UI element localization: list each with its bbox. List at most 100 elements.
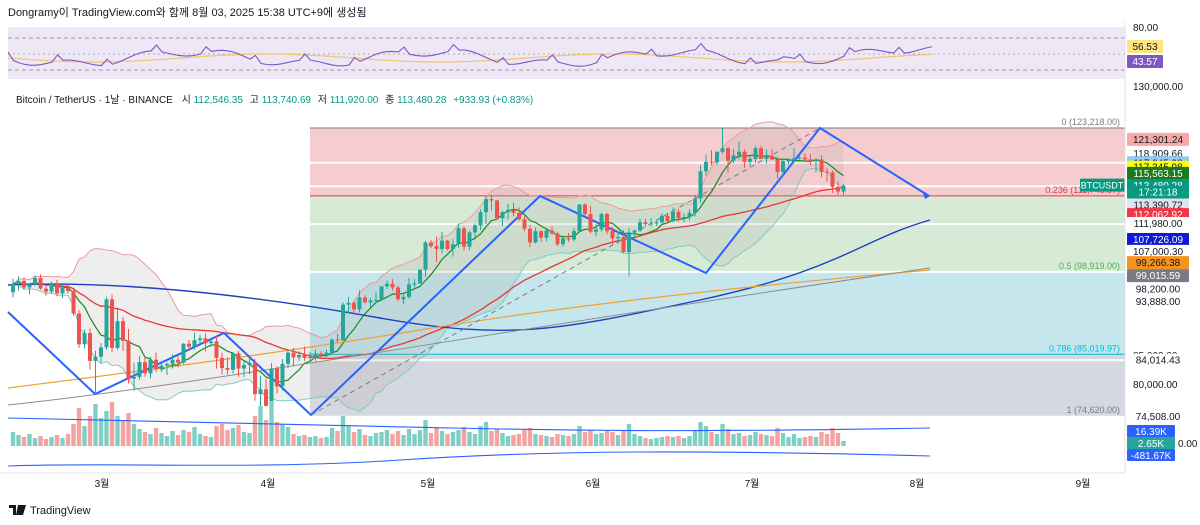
candle-body[interactable] [423, 242, 428, 270]
candle-body[interactable] [489, 199, 494, 201]
candle-body[interactable] [753, 148, 758, 159]
candle-body[interactable] [137, 362, 142, 377]
candle-body[interactable] [759, 148, 763, 159]
candle-body[interactable] [49, 283, 54, 292]
candle-body[interactable] [693, 198, 697, 213]
candle-body[interactable] [104, 299, 109, 348]
candle-body[interactable] [99, 347, 103, 357]
candle-body[interactable] [82, 333, 87, 345]
candle-body[interactable] [407, 284, 411, 297]
candle-body[interactable] [302, 354, 307, 358]
candle-body[interactable] [720, 148, 725, 152]
candle-body[interactable] [742, 151, 747, 162]
candle-body[interactable] [830, 172, 835, 187]
candle-body[interactable] [500, 212, 505, 219]
candle-body[interactable] [291, 352, 296, 358]
candle-body[interactable] [203, 338, 208, 344]
legend-symbol[interactable]: Bitcoin / TetherUS · 1날 · BINANCE [16, 94, 173, 106]
candle-body[interactable] [55, 283, 59, 294]
candle-body[interactable] [566, 238, 571, 240]
candle-body[interactable] [385, 283, 389, 287]
candle-body[interactable] [621, 237, 626, 252]
candle-body[interactable] [170, 359, 175, 364]
candle-body[interactable] [192, 340, 197, 347]
candle-body[interactable] [33, 277, 37, 285]
candle-body[interactable] [781, 161, 785, 172]
candle-body[interactable] [269, 368, 274, 406]
candle-body[interactable] [154, 359, 158, 370]
candle-body[interactable] [236, 353, 241, 369]
candle-body[interactable] [726, 148, 730, 161]
candle-body[interactable] [264, 389, 268, 406]
candle-body[interactable] [176, 359, 180, 363]
candle-body[interactable] [484, 199, 488, 213]
candle-body[interactable] [418, 269, 422, 284]
candle-body[interactable] [528, 228, 532, 243]
candle-body[interactable] [346, 302, 351, 305]
candle-body[interactable] [341, 304, 345, 341]
candle-body[interactable] [71, 291, 76, 314]
candle-body[interactable] [159, 365, 164, 370]
candle-body[interactable] [247, 362, 252, 366]
candle-body[interactable] [649, 223, 653, 225]
candle-body[interactable] [478, 212, 483, 226]
candle-body[interactable] [121, 321, 125, 341]
candle-body[interactable] [786, 159, 791, 162]
candle-body[interactable] [770, 155, 774, 160]
candle-body[interactable] [748, 158, 752, 162]
candle-body[interactable] [775, 159, 780, 172]
candle-body[interactable] [77, 313, 81, 345]
candle-body[interactable] [797, 157, 802, 159]
candle-body[interactable] [379, 286, 384, 300]
candle-body[interactable] [572, 231, 576, 240]
candle-body[interactable] [577, 204, 582, 232]
candle-body[interactable] [280, 363, 285, 387]
candle-body[interactable] [583, 204, 587, 214]
candle-body[interactable] [539, 231, 543, 238]
candle-body[interactable] [643, 222, 648, 225]
candle-body[interactable] [22, 280, 26, 288]
candle-body[interactable] [555, 233, 560, 245]
candle-body[interactable] [319, 353, 323, 355]
candle-body[interactable] [462, 228, 466, 247]
candle-body[interactable] [808, 159, 813, 162]
candle-body[interactable] [231, 353, 235, 370]
candle-body[interactable] [275, 368, 279, 387]
candle-body[interactable] [616, 237, 620, 239]
candle-body[interactable] [93, 356, 98, 361]
candle-body[interactable] [352, 302, 356, 310]
candle-body[interactable] [335, 339, 340, 341]
candle-body[interactable] [368, 300, 373, 303]
candle-body[interactable] [258, 389, 263, 395]
candle-body[interactable] [467, 232, 472, 247]
candle-body[interactable] [297, 354, 301, 358]
candle-body[interactable] [599, 213, 604, 230]
candle-body[interactable] [588, 213, 593, 232]
candle-body[interactable] [242, 365, 246, 369]
candle-body[interactable] [126, 340, 131, 379]
candle-body[interactable] [671, 211, 675, 222]
candle-body[interactable] [225, 368, 230, 370]
candle-body[interactable] [214, 341, 219, 358]
candle-body[interactable] [803, 157, 807, 160]
candle-body[interactable] [517, 212, 521, 220]
candle-body[interactable] [187, 343, 191, 347]
candle-body[interactable] [522, 219, 527, 229]
candle-body[interactable] [60, 288, 65, 294]
candle-body[interactable] [390, 283, 395, 288]
candle-body[interactable] [687, 212, 692, 217]
candle-body[interactable] [88, 333, 92, 361]
candle-body[interactable] [594, 229, 598, 232]
candle-body[interactable] [764, 155, 769, 159]
candle-body[interactable] [429, 242, 433, 246]
tradingview-logo[interactable]: TradingView [9, 505, 91, 517]
candle-body[interactable] [220, 357, 224, 369]
candle-body[interactable] [825, 171, 829, 173]
candle-body[interactable] [506, 209, 510, 213]
candle-body[interactable] [324, 352, 329, 355]
candle-body[interactable] [841, 185, 846, 192]
candle-body[interactable] [550, 230, 554, 234]
candle-body[interactable] [709, 161, 714, 163]
candle-body[interactable] [253, 362, 257, 395]
candle-body[interactable] [401, 296, 406, 300]
